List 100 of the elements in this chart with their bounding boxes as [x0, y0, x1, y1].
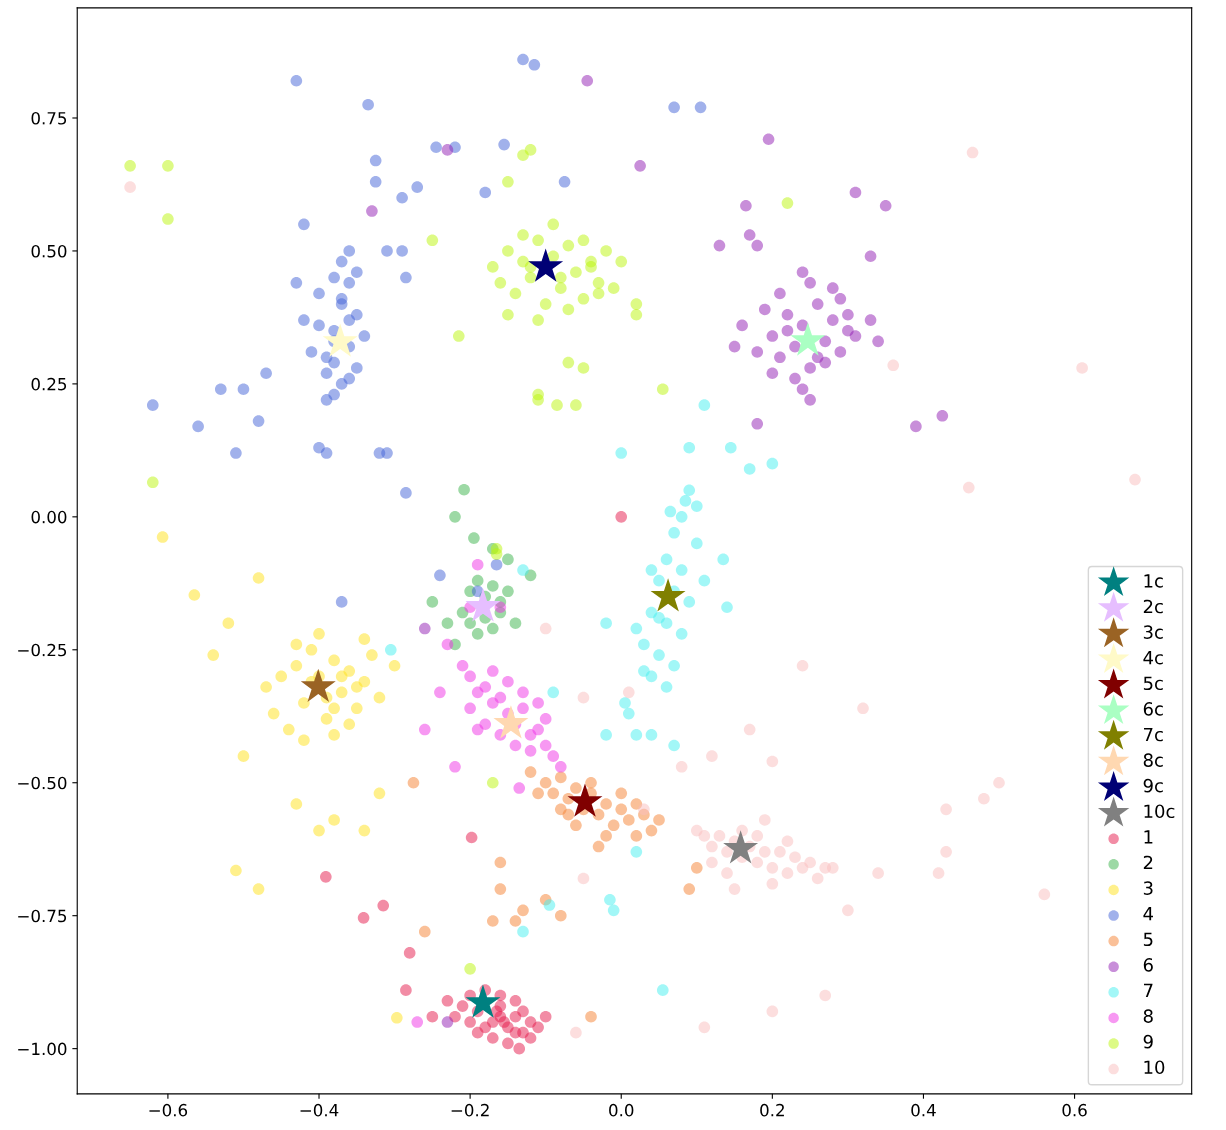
point: [517, 702, 529, 715]
point: [819, 862, 832, 874]
point: [562, 239, 575, 252]
point: [698, 574, 711, 587]
point: [1038, 888, 1051, 901]
point: [675, 564, 688, 576]
point: [486, 915, 499, 927]
point: [509, 739, 522, 752]
point: [384, 643, 397, 656]
point: [849, 186, 862, 199]
point: [300, 668, 336, 702]
point: [940, 846, 952, 858]
x-tick-label: −0.4: [300, 1103, 339, 1117]
point: [411, 1016, 424, 1028]
point: [464, 702, 476, 715]
point: [713, 239, 726, 252]
point: [978, 792, 990, 805]
point: [706, 856, 718, 869]
point: [494, 883, 507, 895]
point: [781, 867, 794, 879]
point: [547, 686, 560, 699]
point: [532, 1021, 544, 1034]
point: [864, 314, 877, 326]
legend-label: 5: [1143, 932, 1153, 947]
point: [532, 394, 544, 406]
point: [842, 308, 854, 321]
point: [517, 229, 529, 241]
point: [267, 707, 280, 720]
point: [418, 925, 431, 938]
point: [638, 638, 650, 651]
point: [592, 287, 605, 300]
point: [743, 723, 756, 736]
point: [441, 144, 454, 156]
point: [683, 484, 696, 497]
point: [554, 271, 567, 284]
point: [441, 638, 454, 651]
legend-label: 7c: [1144, 727, 1163, 742]
point: [539, 1010, 552, 1023]
point: [539, 713, 552, 725]
point: [819, 335, 832, 348]
point: [502, 176, 514, 188]
point: [486, 1032, 499, 1044]
point: [774, 351, 786, 364]
point: [509, 287, 522, 300]
point: [532, 234, 544, 247]
point: [872, 335, 884, 348]
point: [290, 798, 303, 810]
point: [456, 659, 469, 672]
point: [162, 160, 174, 172]
point: [328, 654, 340, 667]
point: [872, 867, 884, 879]
point: [471, 558, 484, 571]
point: [418, 723, 431, 736]
point: [796, 383, 809, 396]
point: [766, 457, 779, 470]
point: [1129, 473, 1141, 486]
point: [751, 830, 764, 842]
point: [403, 947, 416, 959]
legend-label: 7: [1144, 983, 1153, 998]
point: [207, 649, 220, 661]
point: [645, 564, 658, 576]
point: [615, 511, 628, 523]
point: [465, 588, 501, 622]
point: [494, 277, 507, 289]
point: [434, 686, 446, 699]
point: [320, 871, 332, 883]
point: [721, 601, 733, 614]
point: [373, 787, 386, 800]
point: [936, 409, 949, 422]
point: [698, 1021, 711, 1034]
point: [486, 622, 499, 635]
point: [721, 846, 733, 858]
point: [313, 628, 325, 640]
point: [377, 899, 390, 912]
point: [479, 1021, 492, 1034]
legend-label: 6: [1143, 958, 1153, 972]
point: [781, 308, 794, 321]
point: [717, 553, 730, 566]
point: [615, 255, 628, 268]
point: [766, 877, 779, 890]
point: [577, 292, 590, 305]
point: [683, 883, 696, 895]
point: [562, 303, 575, 316]
point: [834, 346, 847, 358]
point: [426, 1010, 439, 1023]
point: [585, 776, 597, 789]
point: [698, 399, 711, 411]
y-tick-label: −0.75: [18, 909, 67, 923]
point: [826, 314, 839, 326]
point: [328, 729, 340, 741]
point: [517, 904, 529, 917]
point: [600, 617, 612, 630]
point: [762, 133, 775, 146]
point: [653, 649, 665, 661]
point: [668, 526, 680, 539]
point: [350, 702, 363, 715]
point: [849, 330, 862, 342]
point: [539, 298, 552, 310]
legend-label: 4c: [1143, 651, 1163, 665]
point: [358, 824, 371, 837]
